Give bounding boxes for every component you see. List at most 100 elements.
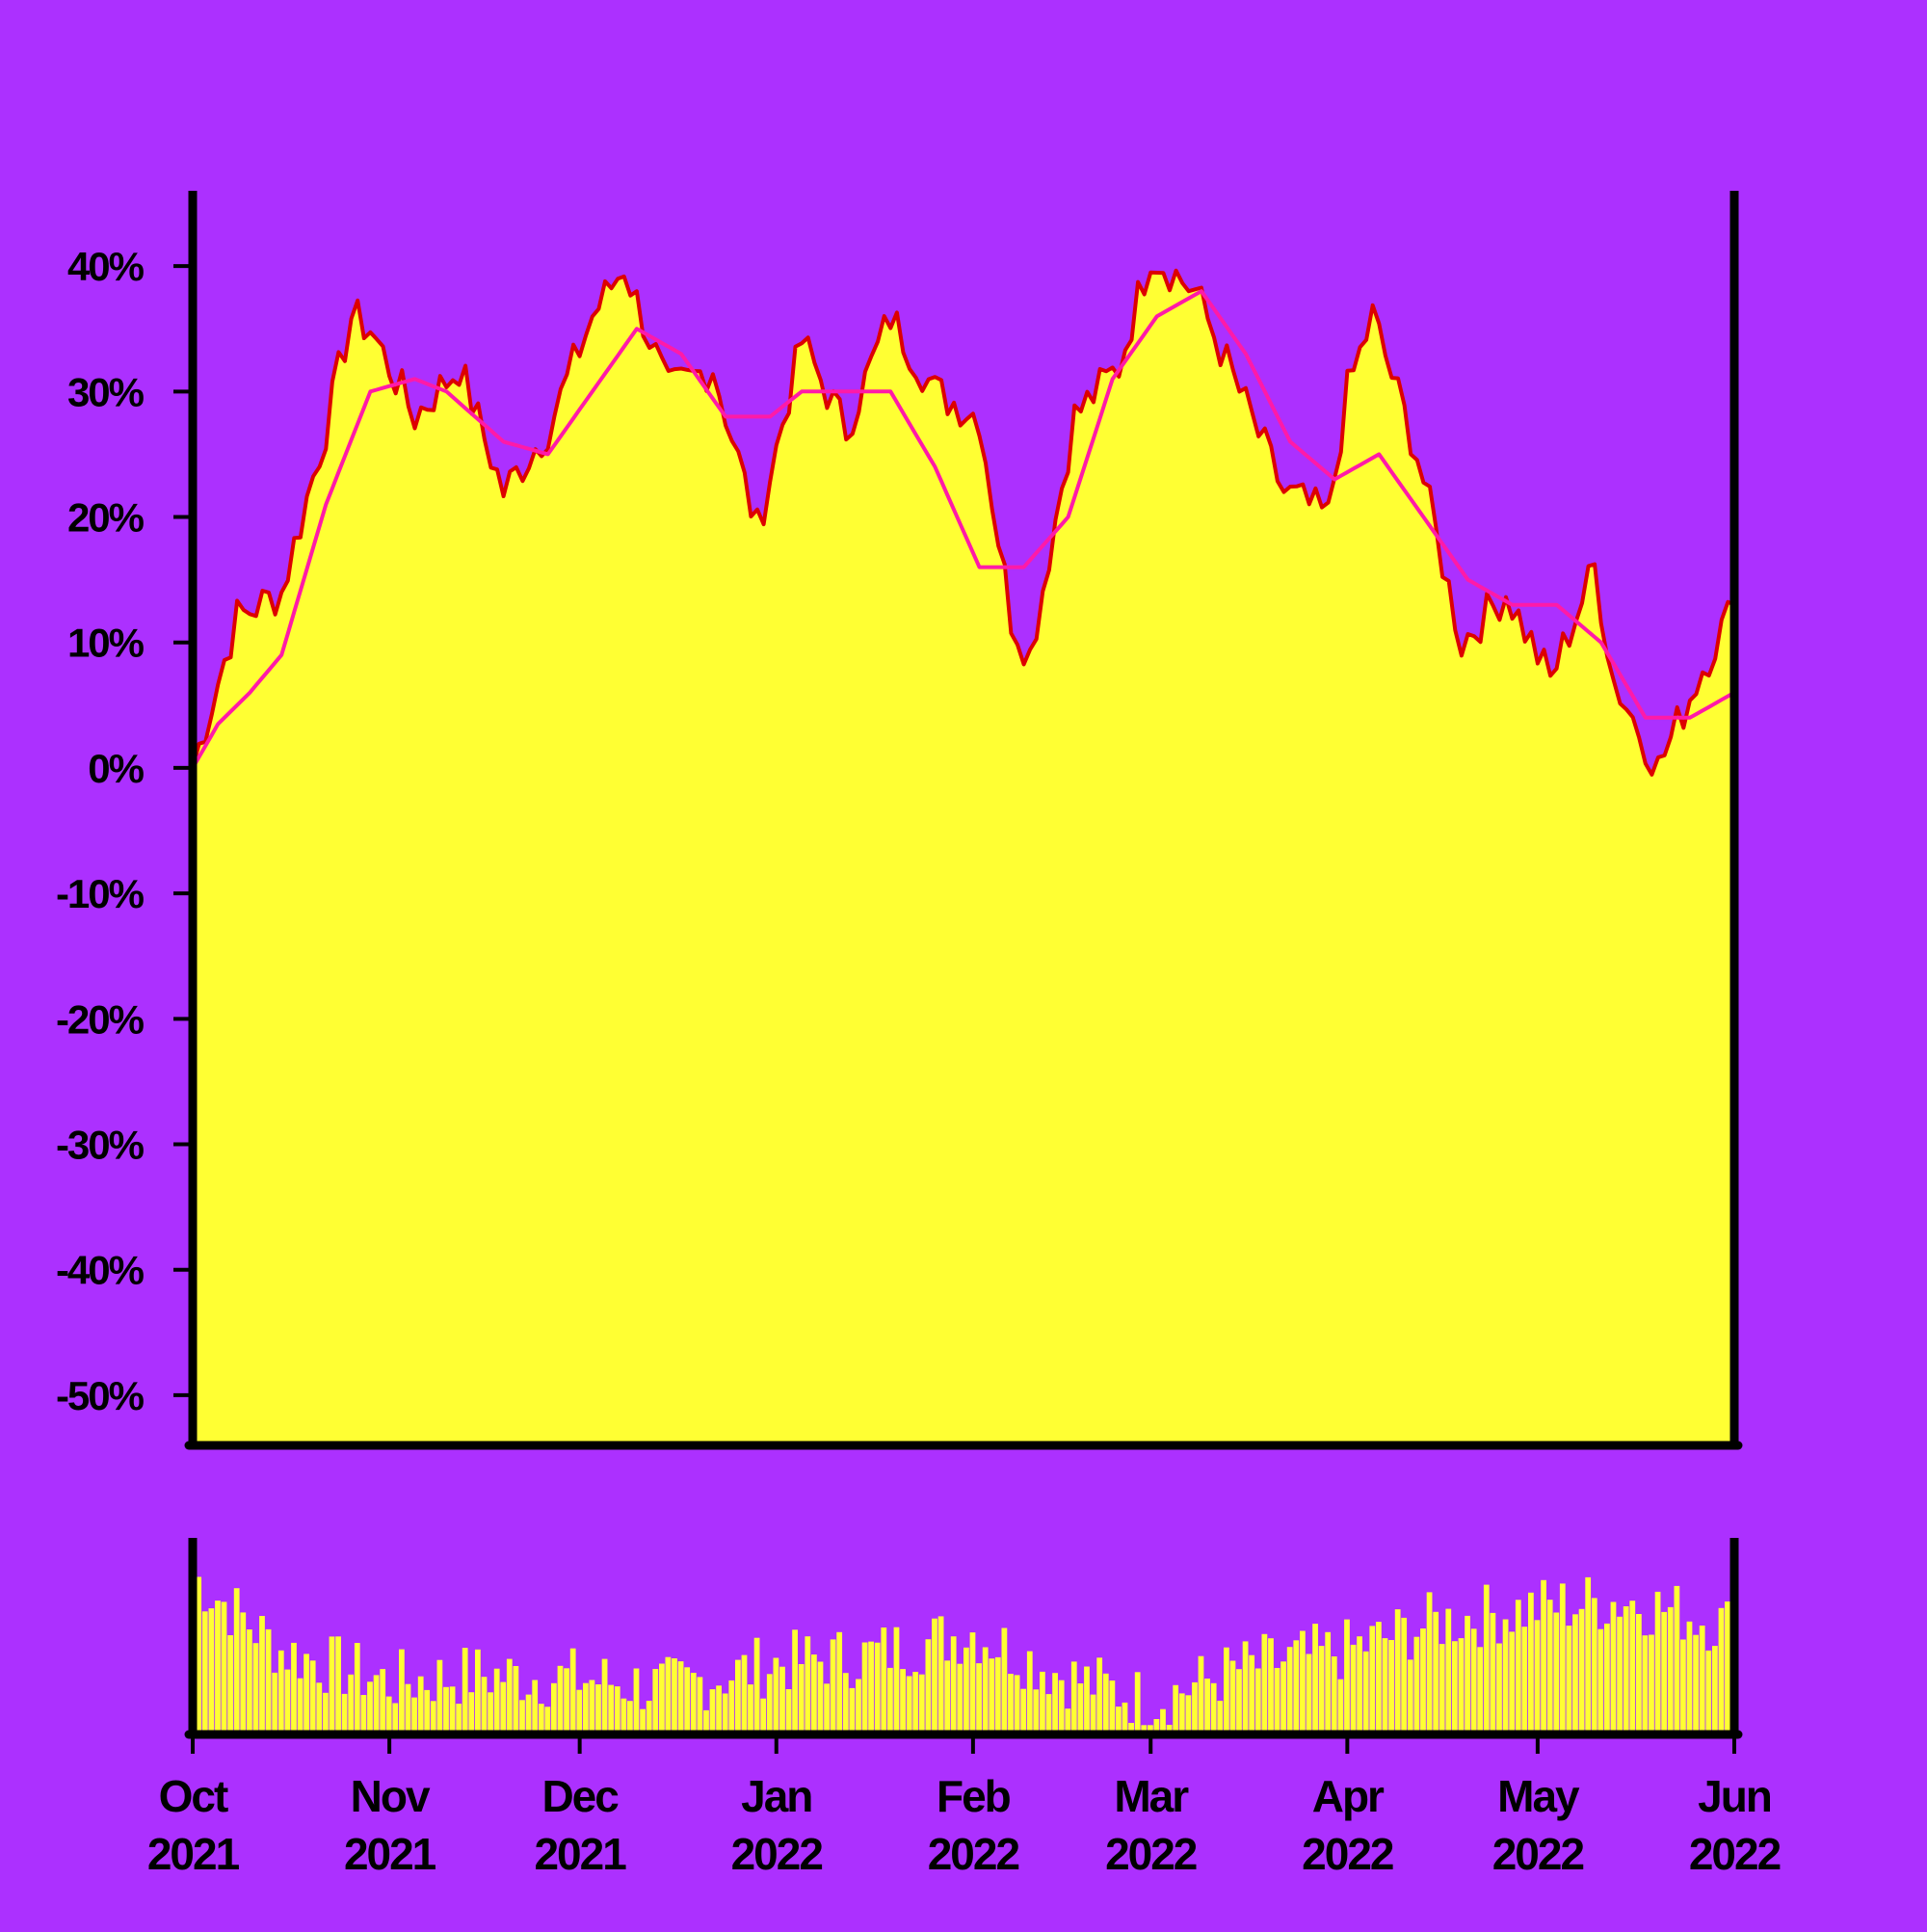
volume-bar <box>1541 1579 1546 1734</box>
volume-bar <box>341 1693 348 1734</box>
volume-bar <box>1084 1666 1090 1734</box>
volume-bar <box>684 1667 691 1734</box>
x-tick-month-label: Apr <box>1312 1771 1385 1821</box>
volume-bar <box>380 1669 386 1734</box>
volume-bar <box>1470 1628 1477 1734</box>
volume-bar <box>912 1672 919 1734</box>
volume-bar <box>627 1701 633 1734</box>
volume-bar <box>665 1656 672 1734</box>
volume-bar <box>215 1601 221 1734</box>
volume-bar <box>1254 1668 1261 1734</box>
volume-bar <box>316 1682 323 1734</box>
volume-bar <box>551 1682 557 1734</box>
volume-bar <box>1210 1682 1217 1734</box>
volume-bar <box>1490 1612 1496 1734</box>
volume-bar <box>392 1703 399 1734</box>
volume-bar <box>506 1658 513 1734</box>
volume-bar <box>1293 1640 1300 1734</box>
x-tick-year-label: 2022 <box>1492 1829 1584 1879</box>
volume-bar <box>1394 1609 1401 1734</box>
volume-bar <box>824 1683 830 1734</box>
x-tick-year-label: 2022 <box>731 1829 823 1879</box>
volume-bar <box>247 1629 252 1734</box>
volume-bar <box>1166 1725 1173 1734</box>
volume-bar <box>291 1642 297 1734</box>
volume-bar <box>481 1677 488 1734</box>
x-tick-month-label: Feb <box>937 1771 1011 1821</box>
volume-bar <box>443 1686 449 1734</box>
volume-bar <box>969 1632 976 1734</box>
volume-bar <box>842 1673 849 1734</box>
volume-bar <box>1122 1702 1128 1734</box>
volume-bar <box>1153 1719 1160 1734</box>
y-tick-label: 10% <box>67 621 145 666</box>
volume-bar <box>900 1669 906 1734</box>
volume-bar <box>881 1628 887 1734</box>
volume-bar <box>277 1650 284 1734</box>
volume-bar <box>994 1656 1001 1734</box>
main-axes: 40% 30% 20% 10% 0% -10% -20% -30% -40% -50% <box>56 191 1743 1450</box>
moving-average-line <box>191 289 1735 769</box>
volume-bar <box>753 1637 760 1734</box>
y-tick-label: -20% <box>56 996 145 1042</box>
volume-bar <box>595 1684 601 1734</box>
x-tick-year-label: 2022 <box>1302 1829 1393 1879</box>
volume-bar <box>1439 1644 1445 1734</box>
volume-bar <box>1388 1640 1394 1734</box>
volume-bar <box>1306 1654 1312 1734</box>
volume-bar <box>201 1611 208 1734</box>
volume-bar <box>430 1701 436 1734</box>
volume-bar <box>411 1697 417 1734</box>
volume-bar <box>925 1639 932 1734</box>
volume-bar <box>1065 1708 1071 1734</box>
volume-bar <box>1020 1688 1027 1734</box>
volume-bar <box>1521 1627 1528 1734</box>
volume-bar <box>1331 1656 1337 1734</box>
volume-bar <box>462 1648 468 1734</box>
volume-bar <box>1553 1612 1560 1734</box>
volume-bar <box>677 1661 684 1734</box>
volume-bar <box>1420 1628 1426 1734</box>
volume-bar <box>576 1689 583 1734</box>
volume-bar <box>1242 1641 1249 1734</box>
x-tick-month-label: Jan <box>741 1771 811 1821</box>
volume-bar <box>830 1639 836 1734</box>
x-tick-year-label: 2022 <box>1689 1829 1781 1879</box>
volume-bar <box>335 1636 341 1734</box>
volume-bar <box>1312 1624 1318 1734</box>
x-tick-month-label: Jun <box>1698 1771 1771 1821</box>
volume-bar <box>1458 1638 1465 1734</box>
volume-bar <box>259 1616 265 1734</box>
volume-bar <box>601 1658 608 1734</box>
volume-bar <box>1654 1591 1661 1734</box>
volume-bar <box>424 1689 431 1734</box>
volume-bar <box>1680 1639 1686 1734</box>
volume-bar <box>1134 1672 1141 1734</box>
volume-bar <box>811 1654 817 1734</box>
volume-bar <box>976 1663 982 1734</box>
volume-bar <box>583 1682 589 1734</box>
volume-bar <box>1318 1646 1325 1734</box>
volume-bar <box>1502 1619 1509 1734</box>
y-tick-label: 20% <box>67 495 145 541</box>
volume-bar <box>659 1663 665 1734</box>
y-tick-label: 40% <box>67 244 145 289</box>
x-tick-year-label: 2021 <box>344 1829 436 1879</box>
volume-bar <box>874 1642 881 1734</box>
volume-bar <box>272 1672 278 1734</box>
volume-bar <box>1045 1694 1052 1734</box>
volume-bar <box>1496 1643 1502 1734</box>
volume-bar <box>1509 1631 1516 1734</box>
volume-bar <box>1173 1684 1179 1734</box>
volume-bar <box>817 1661 824 1734</box>
volume-bar <box>1546 1600 1553 1734</box>
x-tick-month-label: May <box>1497 1771 1580 1821</box>
volume-bar <box>1337 1679 1344 1734</box>
volume-bar <box>773 1657 779 1734</box>
volume-bar <box>1382 1638 1388 1734</box>
volume-bar <box>1585 1576 1592 1734</box>
y-tick-label: -50% <box>56 1373 145 1418</box>
volume-bar <box>1699 1626 1705 1734</box>
x-tick-year-label: 2022 <box>1105 1829 1197 1879</box>
